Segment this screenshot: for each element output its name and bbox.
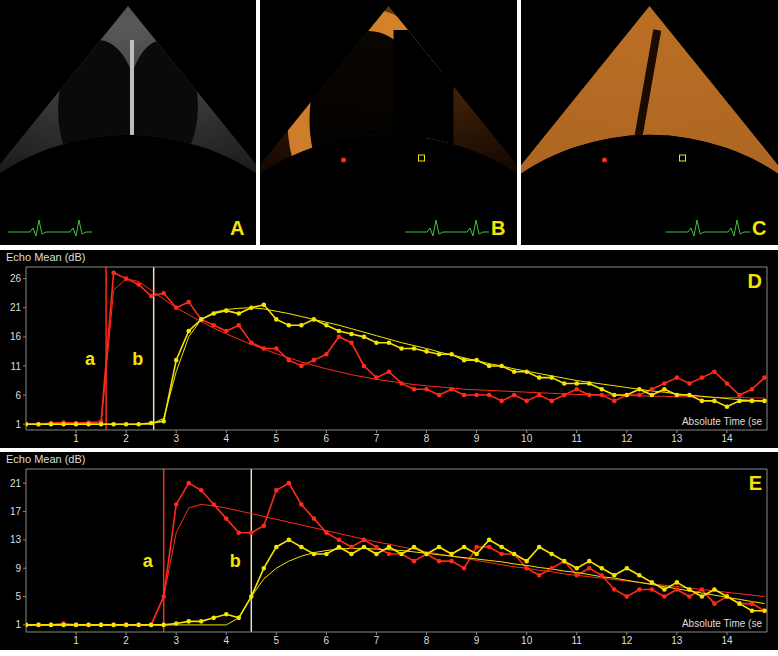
svg-text:4: 4 <box>223 635 229 646</box>
svg-text:3: 3 <box>173 635 179 646</box>
svg-text:11: 11 <box>11 361 22 372</box>
svg-text:4: 4 <box>223 433 229 444</box>
svg-text:a: a <box>143 551 154 571</box>
svg-text:2: 2 <box>123 433 129 444</box>
svg-text:6: 6 <box>324 635 330 646</box>
svg-text:9: 9 <box>474 433 480 444</box>
svg-text:5: 5 <box>274 433 280 444</box>
svg-text:b: b <box>132 349 143 369</box>
html-text:Absolute Time (se: Absolute Time (se <box>682 618 762 629</box>
svg-text:5: 5 <box>274 635 280 646</box>
html-text:Echo Mean (dB): Echo Mean (dB) <box>6 251 86 263</box>
svg-text:a: a <box>85 349 96 369</box>
svg-text:13: 13 <box>10 534 22 545</box>
svg-text:21: 21 <box>10 302 22 313</box>
svg-text:3: 3 <box>173 433 179 444</box>
html-text:D: D <box>747 270 762 292</box>
svg-text:1: 1 <box>15 619 21 630</box>
svg-text:6: 6 <box>324 433 330 444</box>
svg-text:2: 2 <box>123 635 129 646</box>
html-text:E: E <box>748 472 762 494</box>
svg-text:A: A <box>230 217 244 239</box>
svg-text:10: 10 <box>521 635 533 646</box>
svg-text:8: 8 <box>424 433 430 444</box>
html-text:Absolute Time (se: Absolute Time (se <box>682 416 762 427</box>
svg-text:13: 13 <box>671 433 683 444</box>
svg-text:1: 1 <box>15 419 21 430</box>
svg-text:8: 8 <box>424 635 430 646</box>
svg-text:9: 9 <box>474 635 480 646</box>
svg-text:9: 9 <box>15 563 21 574</box>
svg-text:17: 17 <box>10 506 22 517</box>
svg-text:13: 13 <box>671 635 683 646</box>
svg-text:21: 21 <box>10 478 22 489</box>
svg-text:12: 12 <box>621 635 633 646</box>
svg-text:1: 1 <box>73 635 79 646</box>
svg-text:7: 7 <box>374 635 380 646</box>
svg-text:b: b <box>230 551 241 571</box>
svg-text:B: B <box>491 217 505 239</box>
svg-text:5: 5 <box>15 591 21 602</box>
svg-text:1: 1 <box>73 433 79 444</box>
svg-text:16: 16 <box>10 331 22 342</box>
svg-text:14: 14 <box>721 433 733 444</box>
svg-text:6: 6 <box>15 390 21 401</box>
svg-text:C: C <box>752 217 766 239</box>
svg-text:26: 26 <box>10 273 22 284</box>
svg-text:7: 7 <box>374 433 380 444</box>
html-text:Echo Mean (dB): Echo Mean (dB) <box>6 453 86 465</box>
svg-text:10: 10 <box>521 433 533 444</box>
svg-text:12: 12 <box>621 433 633 444</box>
svg-text:14: 14 <box>721 635 733 646</box>
svg-text:11: 11 <box>572 635 583 646</box>
svg-text:11: 11 <box>572 433 583 444</box>
